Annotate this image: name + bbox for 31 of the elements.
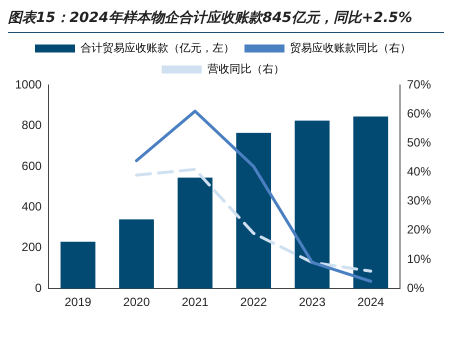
y2-tick-label: 10% (406, 252, 432, 266)
bar (353, 116, 388, 289)
y2-tick-label: 60% (406, 106, 432, 120)
y2-tick-label: 50% (406, 135, 432, 150)
x-tick-label: 2019 (64, 295, 92, 310)
legend-label: 贸易应收账款同比（右） (290, 41, 411, 54)
y2-tick-label: 20% (406, 222, 432, 237)
line-series (135, 168, 372, 273)
chart-title: 图表15：2024年样本物企合计应收账款845亿元，同比+2.5% (8, 8, 444, 33)
legend-label: 合计贸易应收账款（亿元，左） (80, 41, 234, 54)
x-tick-label: 2020 (123, 295, 150, 310)
x-tick-label: 2024 (357, 295, 384, 310)
x-tick-label: 2022 (240, 295, 268, 310)
x-tick-label: 2023 (298, 295, 326, 310)
bar (294, 120, 330, 289)
y2-tick-label: 30% (406, 194, 432, 208)
legend-label: 营收同比（右） (207, 62, 284, 76)
x-tick-label: 2021 (182, 295, 209, 310)
y2-tick-label: 40% (406, 164, 432, 179)
y-tick-label: 200 (22, 240, 42, 254)
bar (119, 219, 154, 289)
y-tick-label: 800 (22, 118, 42, 132)
y2-tick-label: 70% (406, 77, 432, 92)
bar (60, 242, 96, 289)
y2-tick-label: 0% (406, 280, 425, 295)
y-tick-label: 1000 (14, 77, 42, 92)
y-tick-label: 0 (35, 280, 42, 295)
bar (236, 132, 272, 289)
bar (178, 178, 212, 289)
y-tick-label: 600 (22, 158, 42, 173)
y-tick-label: 400 (22, 199, 42, 214)
